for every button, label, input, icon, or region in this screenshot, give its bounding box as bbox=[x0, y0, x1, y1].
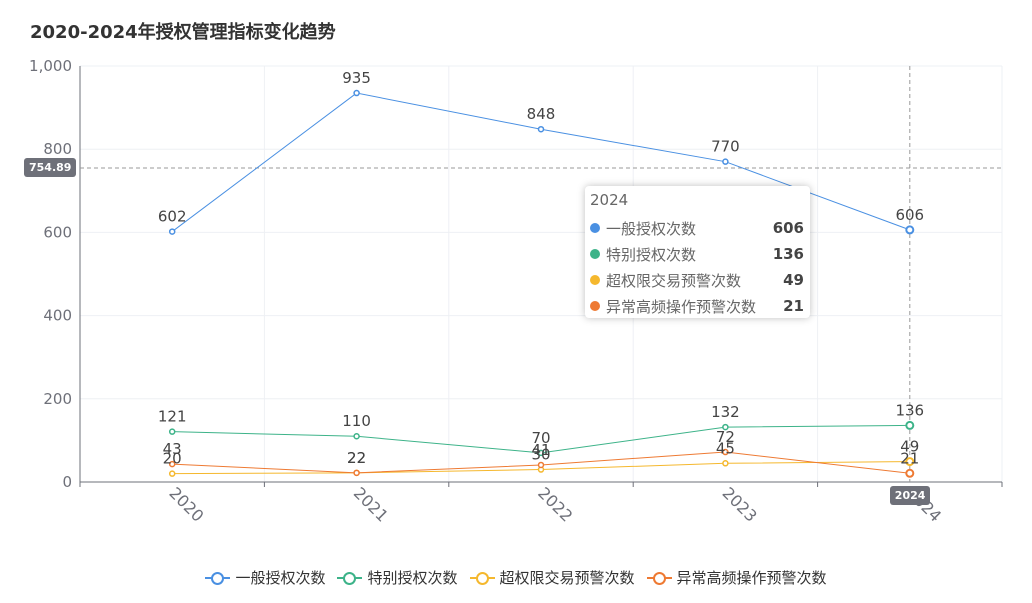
legend-label: 一般授权次数 bbox=[235, 569, 326, 587]
tooltip-row-name: 特别授权次数 bbox=[606, 245, 697, 264]
legend: 一般授权次数 特别授权次数 超权限交易预警次数 异常高频操作预警次数 bbox=[0, 567, 1032, 588]
tooltip-row-name: 异常高频操作预警次数 bbox=[606, 297, 757, 316]
legend-line-icon bbox=[469, 571, 495, 585]
tooltip: 2024 一般授权次数 606 特别授权次数 136 超权限交易预警次数 49 … bbox=[585, 186, 810, 318]
tooltip-row: 特别授权次数 136 bbox=[590, 243, 804, 265]
x-tick-label: 2020 bbox=[165, 483, 207, 525]
data-point bbox=[905, 225, 915, 235]
data-point bbox=[722, 423, 729, 431]
data-label: 606 bbox=[895, 206, 924, 224]
data-label: 22 bbox=[347, 449, 366, 467]
data-label: 132 bbox=[711, 403, 740, 421]
legend-line-icon bbox=[337, 571, 363, 585]
chart-title: 2020-2024年授权管理指标变化趋势 bbox=[30, 22, 336, 43]
legend-label: 特别授权次数 bbox=[367, 569, 458, 587]
data-label: 72 bbox=[716, 428, 735, 446]
data-label: 770 bbox=[711, 138, 740, 156]
series-dot-icon bbox=[590, 275, 600, 285]
data-label: 21 bbox=[900, 449, 919, 467]
legend-line-icon bbox=[205, 571, 231, 585]
x-tick-label: 2023 bbox=[719, 483, 761, 525]
data-point bbox=[168, 428, 176, 435]
y-tick-label: 200 bbox=[43, 390, 72, 408]
data-label: 49 bbox=[900, 438, 919, 456]
data-label: 20 bbox=[163, 450, 182, 468]
tooltip-row: 超权限交易预警次数 49 bbox=[590, 269, 804, 291]
data-label: 70 bbox=[531, 429, 550, 447]
data-point bbox=[722, 158, 729, 165]
data-point bbox=[537, 125, 545, 133]
y-tick-label: 800 bbox=[43, 140, 72, 158]
series-dot-icon bbox=[590, 223, 600, 233]
data-point bbox=[722, 460, 729, 467]
legend-line-icon bbox=[646, 571, 672, 585]
data-label: 121 bbox=[158, 408, 187, 426]
x-tick-label: 2021 bbox=[350, 483, 392, 525]
axis-pointer-x-value: 2024 bbox=[889, 486, 931, 505]
data-label: 45 bbox=[716, 439, 735, 457]
data-point bbox=[537, 461, 545, 469]
data-point bbox=[905, 420, 915, 430]
tooltip-row-value: 21 bbox=[783, 297, 804, 315]
data-label: 935 bbox=[342, 69, 371, 87]
legend-item[interactable]: 一般授权次数 bbox=[205, 567, 325, 588]
data-label: 41 bbox=[531, 441, 550, 459]
axis-pointer-y-value: 754.89 bbox=[24, 157, 77, 177]
data-label: 602 bbox=[158, 208, 187, 226]
tooltip-row-name: 一般授权次数 bbox=[606, 219, 697, 238]
data-point bbox=[168, 460, 176, 468]
data-point bbox=[905, 468, 915, 478]
tooltip-row: 一般授权次数 606 bbox=[590, 217, 804, 239]
series-dot-icon bbox=[590, 301, 600, 311]
data-label: 136 bbox=[895, 401, 924, 419]
data-point bbox=[168, 470, 176, 477]
y-tick-label: 600 bbox=[43, 223, 72, 241]
tooltip-row: 异常高频操作预警次数 21 bbox=[590, 295, 804, 317]
legend-item[interactable]: 超权限交易预警次数 bbox=[469, 567, 635, 588]
data-point bbox=[353, 469, 360, 477]
data-point bbox=[353, 89, 360, 97]
x-tick-label: 2022 bbox=[534, 483, 576, 525]
data-point bbox=[722, 448, 729, 456]
legend-label: 超权限交易预警次数 bbox=[499, 569, 635, 587]
data-label: 43 bbox=[163, 440, 182, 458]
y-tick-label: 1,000 bbox=[29, 57, 72, 75]
y-tick-label: 0 bbox=[62, 473, 72, 491]
legend-item[interactable]: 特别授权次数 bbox=[337, 567, 458, 588]
data-label: 110 bbox=[342, 412, 371, 430]
tooltip-row-name: 超权限交易预警次数 bbox=[606, 271, 742, 290]
data-point bbox=[537, 449, 545, 457]
data-point bbox=[905, 457, 915, 467]
tooltip-row-value: 136 bbox=[772, 245, 804, 263]
tooltip-title: 2024 bbox=[590, 191, 629, 209]
y-tick-label: 400 bbox=[43, 307, 72, 325]
tooltip-row-value: 606 bbox=[772, 219, 804, 237]
data-point bbox=[353, 432, 360, 440]
tooltip-row-value: 49 bbox=[783, 271, 804, 289]
legend-item[interactable]: 异常高频操作预警次数 bbox=[646, 567, 827, 588]
series-dot-icon bbox=[590, 249, 600, 259]
data-label: 22 bbox=[347, 449, 366, 467]
data-point bbox=[168, 228, 176, 235]
data-label: 848 bbox=[527, 105, 556, 123]
data-label: 30 bbox=[531, 446, 550, 464]
legend-label: 异常高频操作预警次数 bbox=[676, 569, 827, 587]
